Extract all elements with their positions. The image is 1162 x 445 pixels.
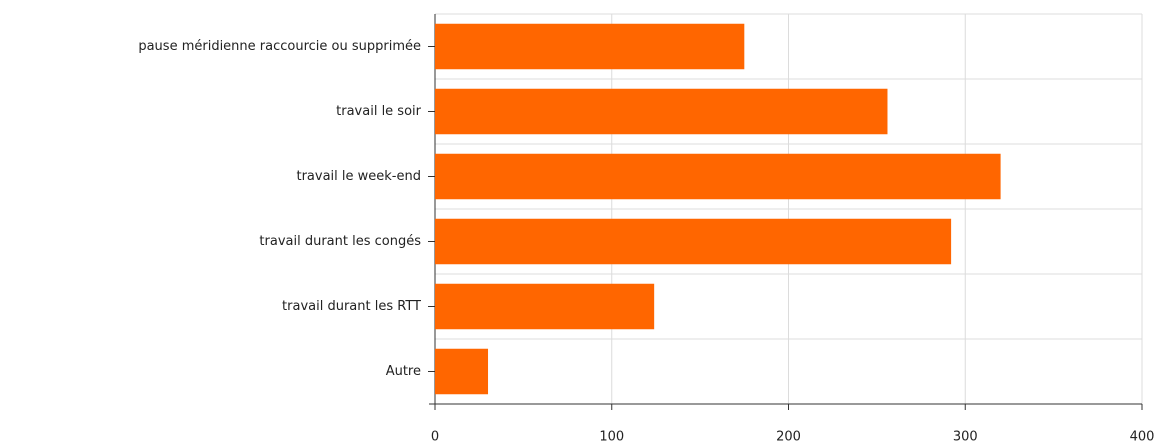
x-tick-label: 0 (431, 430, 439, 445)
bar (435, 218, 952, 265)
bar (435, 23, 745, 70)
bar (435, 88, 888, 135)
bar (435, 283, 655, 330)
bar (435, 348, 489, 395)
bar (435, 153, 1001, 200)
x-tick-label: 200 (776, 430, 801, 445)
y-tick-label: travail le week-end (296, 169, 421, 184)
y-tick-label: travail le soir (336, 104, 422, 119)
y-tick-label: travail durant les RTT (282, 299, 421, 314)
y-tick-label: Autre (386, 364, 421, 379)
x-tick-label: 100 (599, 430, 624, 445)
y-tick-label: travail durant les congés (259, 234, 421, 249)
x-tick-label: 400 (1130, 430, 1155, 445)
x-tick-label: 300 (953, 430, 978, 445)
y-tick-label: pause méridienne raccourcie ou supprimée (138, 39, 421, 54)
